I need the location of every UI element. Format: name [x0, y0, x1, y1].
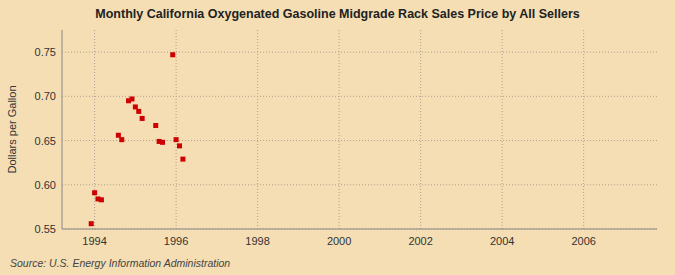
- y-tick-label: 0.60: [35, 179, 56, 191]
- chart: 0.55 0.60 0.65 0.70 0.75 1994 1996 1998 2000 2002…: [0, 0, 675, 275]
- point: [89, 221, 94, 226]
- x-grid-line: [420, 30, 421, 229]
- x-tick-label: 1998: [245, 235, 269, 247]
- x-grid-line: [176, 30, 177, 229]
- y-grid-line: [62, 229, 657, 230]
- point: [170, 52, 175, 57]
- point: [119, 137, 124, 142]
- point: [160, 140, 165, 145]
- y-tick-label: 0.55: [35, 223, 56, 235]
- x-tick-label: 1994: [82, 235, 106, 247]
- point: [174, 137, 179, 142]
- point: [177, 143, 182, 148]
- background: [0, 0, 675, 275]
- grid: [62, 30, 657, 229]
- x-grid-line: [502, 30, 503, 229]
- point: [133, 104, 138, 109]
- source: Source: U.S. Energy Information Administ…: [10, 257, 230, 269]
- y-grid-line: [62, 184, 657, 185]
- point: [140, 116, 145, 121]
- y-grid-line: [62, 140, 657, 141]
- points: [89, 52, 186, 226]
- x-tick-label: 2000: [327, 235, 351, 247]
- y-tick-label: 0.65: [35, 135, 56, 147]
- point: [92, 190, 97, 195]
- x-tick-label: 2004: [490, 235, 514, 247]
- x-grid-line: [339, 30, 340, 229]
- y-tick-label: 0.75: [35, 46, 56, 58]
- y-grid-line: [62, 96, 657, 97]
- x-grid-line: [583, 30, 584, 229]
- x-tick-label: 2006: [571, 235, 595, 247]
- point: [136, 109, 141, 114]
- point: [153, 123, 158, 128]
- y-axis-label: Dollars per Gallon: [6, 85, 18, 173]
- point: [116, 133, 121, 138]
- y-axis-line: [62, 30, 63, 229]
- point: [99, 197, 104, 202]
- y-grid-line: [62, 52, 657, 53]
- y-tick-label: 0.70: [35, 90, 56, 102]
- point: [129, 96, 134, 101]
- x-grid-line: [94, 30, 95, 229]
- x-axis-line: [62, 229, 657, 230]
- point: [180, 157, 185, 162]
- x-grid-line: [257, 30, 258, 229]
- x-tick-label: 2002: [408, 235, 432, 247]
- x-tick-label: 1996: [164, 235, 188, 247]
- title: Monthly California Oxygenated Gasoline M…: [95, 7, 579, 21]
